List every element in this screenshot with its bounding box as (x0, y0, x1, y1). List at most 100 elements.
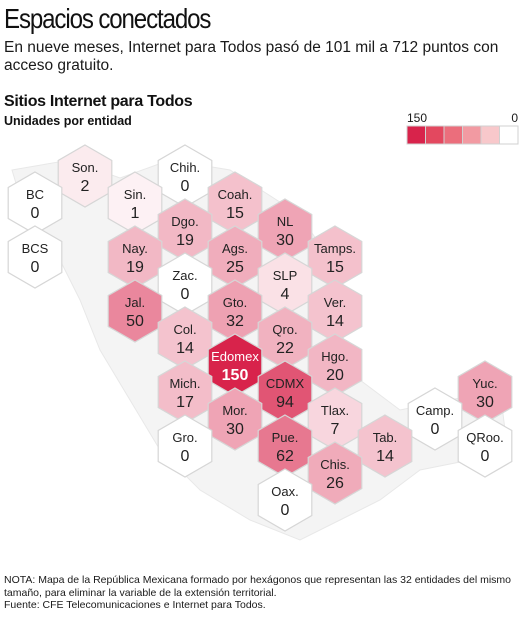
state-name: Ags. (222, 241, 248, 256)
hex-state: Gro. 0 (157, 414, 213, 478)
hex-cell (57, 144, 113, 208)
hex-state: Son. 2 (57, 144, 113, 208)
state-name: Camp. (416, 403, 454, 418)
state-name: BCS (22, 241, 49, 256)
deck: En nueve meses, Internet para Todos pasó… (4, 39, 499, 74)
state-name: Qro. (272, 322, 297, 337)
state-name: Pue. (272, 430, 299, 445)
hex-state: Ver. 14 (307, 279, 363, 343)
legend-swatch (462, 125, 482, 145)
state-name: Jal. (125, 295, 145, 310)
state-name: Tlax. (321, 403, 349, 418)
hex-cell (357, 414, 413, 478)
state-name: Nay. (122, 241, 148, 256)
hex-state: Nay. 19 (107, 225, 163, 289)
footer-notes: NOTA: Mapa de la República Mexicana form… (4, 574, 518, 612)
hex-state: Camp. 0 (407, 387, 463, 451)
state-name: QRoo. (466, 430, 504, 445)
legend-min-label: 0 (511, 111, 518, 125)
chart-title: Sitios Internet para Todos (4, 93, 193, 110)
chart-subtitle: Unidades por entidad (4, 114, 132, 128)
state-name: SLP (273, 268, 298, 283)
hex-state: Tamps. 15 (307, 225, 363, 289)
state-value: 62 (276, 448, 294, 465)
hex-state: Jal. 50 (107, 279, 163, 343)
state-name: Coah. (218, 187, 253, 202)
state-value: 19 (176, 232, 194, 249)
state-name: Dgo. (171, 214, 198, 229)
hex-state: Chih. 0 (157, 144, 213, 208)
state-name: Mor. (222, 403, 247, 418)
state-value: 14 (176, 340, 194, 357)
hex-cell (157, 414, 213, 478)
state-value: 19 (126, 259, 144, 276)
headline: Espacios conectados (4, 3, 211, 34)
hex-state: Gto. 32 (207, 279, 263, 343)
state-name: Tab. (373, 430, 398, 445)
state-name: Sin. (124, 187, 146, 202)
hex-state: QRoo. 0 (457, 414, 513, 478)
hex-state: Ags. 25 (207, 225, 263, 289)
state-value: 7 (331, 421, 340, 438)
state-value: 50 (126, 313, 144, 330)
state-value: 0 (281, 502, 290, 519)
hex-state: Mich. 17 (157, 360, 213, 424)
legend-swatch (406, 125, 426, 145)
hex-state: Chis. 26 (307, 441, 363, 505)
footnote: NOTA: Mapa de la República Mexicana form… (4, 574, 512, 599)
hex-cell (307, 441, 363, 505)
state-value: 15 (226, 205, 244, 222)
state-value: 4 (281, 286, 290, 303)
state-name: Col. (173, 322, 196, 337)
hex-state: Zac. 0 (157, 252, 213, 316)
state-value: 0 (431, 421, 440, 438)
hex-cell (257, 468, 313, 532)
state-name: CDMX (266, 376, 305, 391)
state-value: 30 (226, 421, 244, 438)
hex-grid: Son. 2 Chih. 0 BC 0 Sin. 1 Coah. 15 Dgo. 19 NL 30 BCS 0… (7, 144, 513, 532)
state-value: 25 (226, 259, 244, 276)
state-value: 0 (481, 448, 490, 465)
state-value: 32 (226, 313, 244, 330)
legend-swatch (443, 125, 463, 145)
state-value: 150 (222, 367, 249, 384)
state-name: Chis. (320, 457, 350, 472)
hex-cell (407, 387, 463, 451)
state-name: Gro. (172, 430, 197, 445)
state-value: 0 (31, 259, 40, 276)
state-name: Chih. (170, 160, 200, 175)
hex-state: CDMX 94 (257, 360, 313, 424)
color-legend: 150 0 (406, 111, 519, 145)
state-value: 30 (476, 394, 494, 411)
state-value: 0 (181, 448, 190, 465)
hex-state: Pue. 62 (257, 414, 313, 478)
state-name: Hgo. (321, 349, 348, 364)
hex-state: Tlax. 7 (307, 387, 363, 451)
hex-cell (207, 387, 263, 451)
state-name: Edomex (211, 349, 259, 364)
hex-state: Oax. 0 (257, 468, 313, 532)
state-name: Tamps. (314, 241, 356, 256)
state-value: 15 (326, 259, 344, 276)
state-name: Oax. (271, 484, 298, 499)
state-value: 20 (326, 367, 344, 384)
hex-state: Mor. 30 (207, 387, 263, 451)
state-value: 2 (81, 178, 90, 195)
state-value: 14 (376, 448, 394, 465)
state-name: Son. (72, 160, 99, 175)
state-name: NL (277, 214, 294, 229)
state-name: Yuc. (472, 376, 497, 391)
state-name: Mich. (169, 376, 200, 391)
state-value: 94 (276, 394, 294, 411)
state-name: BC (26, 187, 44, 202)
hex-cell (7, 225, 63, 289)
state-value: 17 (176, 394, 194, 411)
hex-state: Col. 14 (157, 306, 213, 370)
source-line: Fuente: CFE Telecomunicaciones e Interne… (4, 599, 266, 611)
state-value: 1 (131, 205, 140, 222)
legend-max-label: 150 (407, 111, 427, 125)
hex-cell (107, 279, 163, 343)
hex-state: BCS 0 (7, 225, 63, 289)
state-name: Gto. (223, 295, 248, 310)
